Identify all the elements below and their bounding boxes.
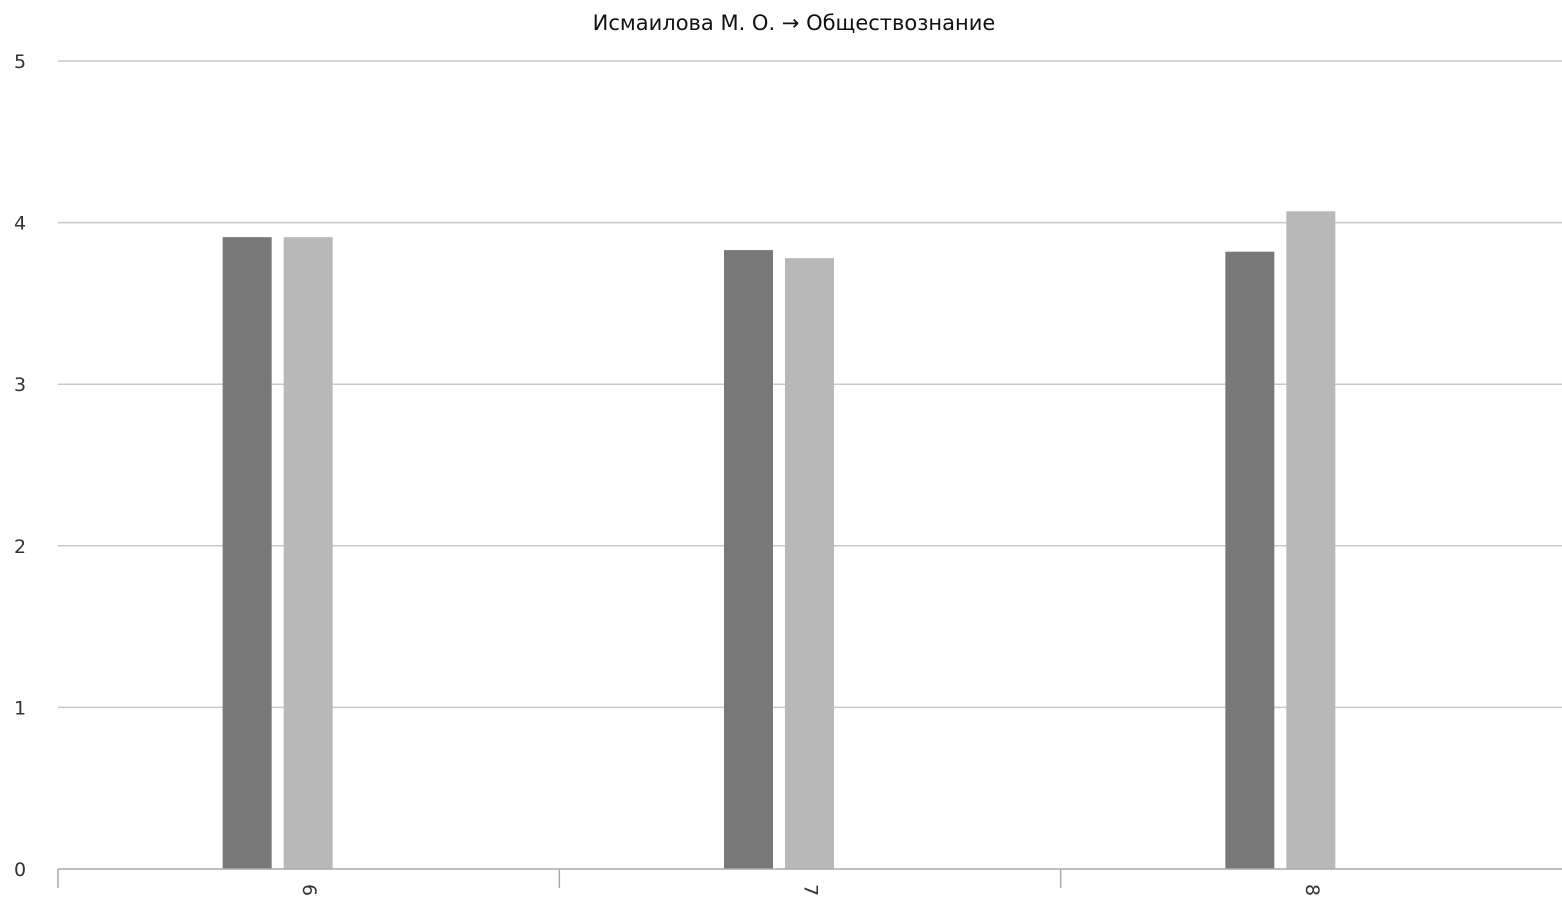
- y-tick-label: 2: [14, 536, 26, 558]
- bar: [785, 258, 834, 870]
- x-tick-label: 7: [800, 884, 822, 896]
- y-tick-label: 5: [14, 51, 26, 73]
- x-axis: 6 7 8: [57, 868, 1562, 896]
- chart-title: Исмаилова М. О. → Обществознание: [593, 11, 996, 35]
- y-tick-label: 1: [14, 697, 26, 719]
- bar: [283, 237, 333, 870]
- y-axis-ticks: 0 1 2 3 4 5: [14, 51, 26, 881]
- bar: [1225, 251, 1275, 870]
- bar: [222, 237, 272, 870]
- x-tick-label: 6: [298, 884, 320, 896]
- y-tick-label: 3: [14, 374, 26, 396]
- y-tick-label: 4: [14, 213, 26, 235]
- x-tick-label: 8: [1301, 884, 1323, 896]
- bars: [222, 211, 1336, 870]
- bar: [1286, 211, 1336, 870]
- bar: [724, 250, 773, 869]
- y-tick-label: 0: [14, 859, 26, 881]
